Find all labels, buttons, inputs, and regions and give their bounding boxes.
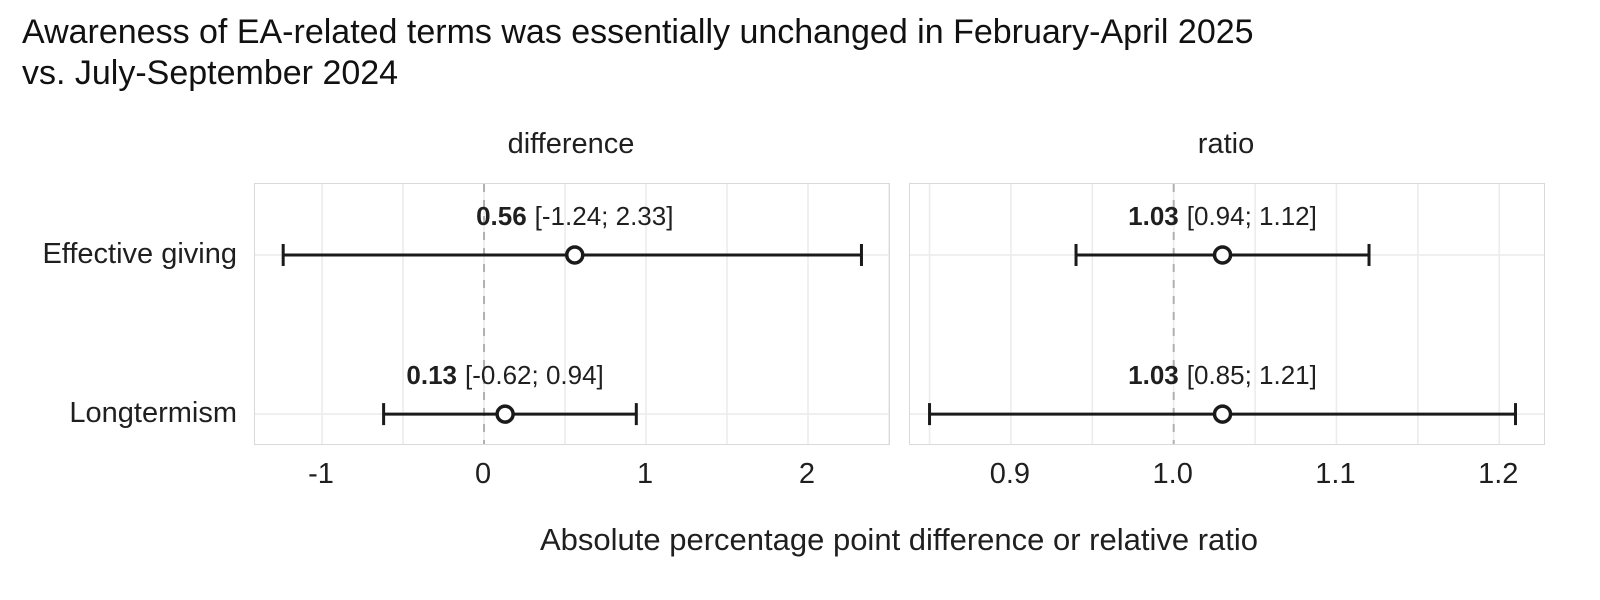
- point-marker: [495, 404, 515, 424]
- x-tick-label: 0.9: [989, 458, 1031, 490]
- category-label-effective-giving: Effective giving: [42, 238, 237, 270]
- x-tick-label: 2: [798, 458, 816, 490]
- error-bar: 0.13 [-0.62; 0.94]: [382, 360, 638, 426]
- point-marker: [1212, 404, 1233, 424]
- x-tick-label: 1.0: [1152, 458, 1193, 490]
- panel-title-ratio: ratio: [1197, 128, 1255, 160]
- x-tick-label: -1: [308, 458, 334, 490]
- point-marker: [565, 245, 585, 265]
- panel-canvas: 1.03 [0.94; 1.12] 1.03 [0.85; 1.21]: [910, 184, 1544, 444]
- error-bar: 1.03 [0.94; 1.12]: [1074, 201, 1371, 266]
- x-tick-label: 1.1: [1315, 458, 1356, 490]
- ci-label: 0.13 [-0.62; 0.94]: [406, 360, 603, 390]
- category-label-longtermism: Longtermism: [69, 397, 237, 429]
- x-tick-label: 0: [474, 458, 492, 490]
- ci-label: 1.03 [0.94; 1.12]: [1128, 201, 1317, 231]
- x-tick-label: 1: [636, 458, 654, 490]
- title-line-2: vs. July-September 2024: [22, 54, 399, 92]
- panel-difference: 0.56 [-1.24; 2.33] 0.13 [-0.62; 0.94]: [254, 183, 890, 445]
- point-marker: [1212, 245, 1233, 265]
- ci-label: 0.56 [-1.24; 2.33]: [476, 201, 673, 231]
- ci-label: 1.03 [0.85; 1.21]: [1128, 360, 1317, 390]
- x-tick-label: 1.2: [1478, 458, 1519, 490]
- error-bar: 0.56 [-1.24; 2.33]: [281, 201, 863, 266]
- x-axis-title: Absolute percentage point difference or …: [539, 522, 1259, 557]
- panel-title-difference: difference: [507, 128, 635, 160]
- panel-ratio: 1.03 [0.94; 1.12] 1.03 [0.85; 1.21]: [909, 183, 1545, 445]
- title-line-1: Awareness of EA-related terms was essent…: [22, 13, 1254, 51]
- panel-canvas: 0.56 [-1.24; 2.33] 0.13 [-0.62; 0.94]: [255, 184, 889, 444]
- error-bar: 1.03 [0.85; 1.21]: [928, 360, 1518, 426]
- figure-title: Awareness of EA-related terms was essent…: [22, 12, 1582, 94]
